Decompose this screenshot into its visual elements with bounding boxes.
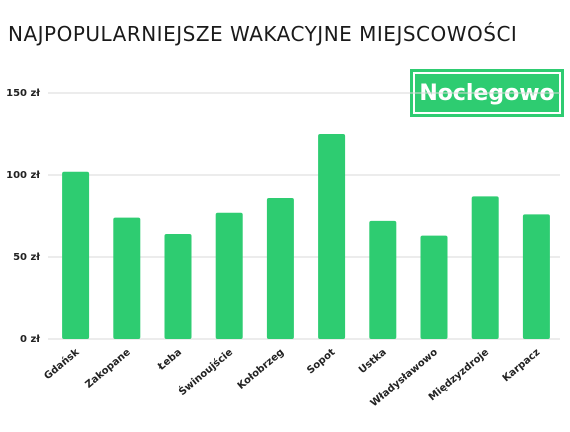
- x-category-label: Sopot: [305, 347, 337, 377]
- x-category-label: Ustka: [357, 347, 389, 376]
- bar: [113, 217, 141, 339]
- bar: [522, 214, 550, 339]
- bar: [164, 234, 192, 339]
- y-tick-label: 50 zł: [13, 252, 40, 263]
- x-category-label: Gdańsk: [42, 346, 82, 382]
- bar: [420, 235, 448, 339]
- x-category-label: Łeba: [155, 347, 184, 373]
- x-category-label: Świnoujście: [176, 345, 235, 398]
- bar: [318, 134, 346, 339]
- x-category-label: Zakopane: [83, 347, 132, 391]
- bar: [62, 171, 90, 339]
- x-category-label: Karpacz: [501, 347, 543, 385]
- y-tick-label: 150 zł: [6, 88, 40, 99]
- bar: [215, 212, 243, 339]
- bar: [471, 196, 499, 339]
- bar: [369, 220, 397, 339]
- bars: [62, 134, 550, 339]
- y-axis-ticks: 0 zł 50 zł 100 zł 150 zł: [6, 88, 40, 345]
- bar: [266, 197, 294, 339]
- chart-title: NAJPOPULARNIEJSZE WAKACYJNE MIEJSCOWOŚCI: [8, 22, 518, 46]
- y-tick-label: 100 zł: [6, 170, 40, 181]
- x-category-label: Kołobrzeg: [236, 347, 287, 392]
- y-tick-label: 0 zł: [20, 334, 40, 345]
